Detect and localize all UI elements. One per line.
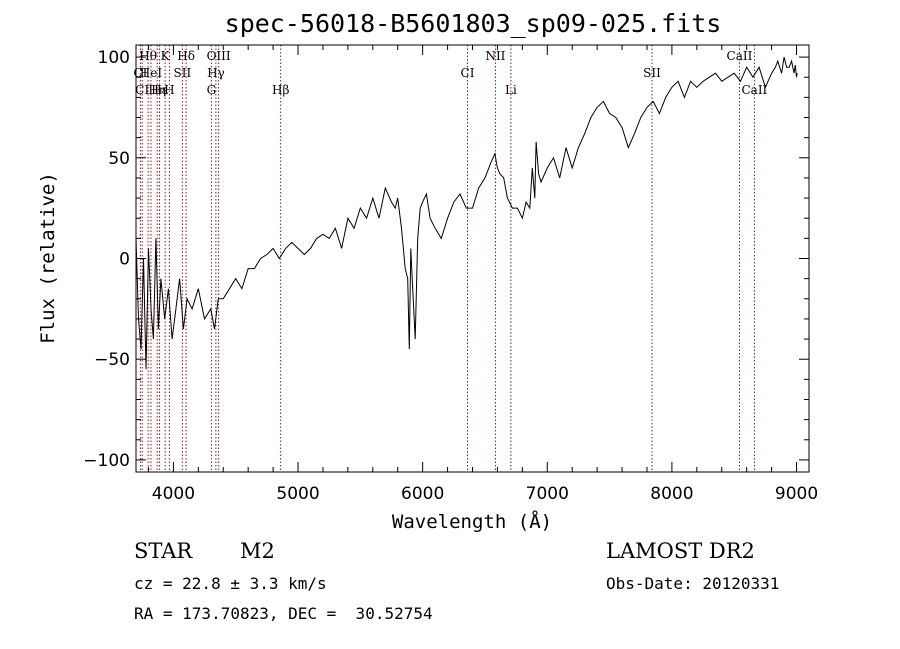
y-tick-label: 100 — [98, 48, 130, 68]
observation-date: Obs-Date: 20120331 — [606, 574, 779, 593]
line-marker-label: K — [161, 49, 171, 63]
x-tick-label: 9000 — [775, 484, 818, 504]
x-tick-label: 5000 — [276, 484, 319, 504]
plot-frame — [135, 44, 810, 473]
x-tick-label: 6000 — [401, 484, 444, 504]
line-marker-label: Li — [505, 83, 517, 97]
line-marker-label: SII — [643, 66, 661, 80]
y-tick-label: −50 — [94, 350, 130, 370]
line-marker-label: OIII — [207, 49, 231, 63]
chart-title: spec-56018-B5601803_sp09-025.fits — [225, 9, 722, 38]
line-marker-label: CI — [133, 66, 147, 80]
line-markers — [139, 45, 755, 472]
x-tick-label: 8000 — [650, 484, 693, 504]
object-subclass: M2 — [240, 539, 275, 563]
redshift-velocity: cz = 22.8 ± 3.3 km/s — [134, 574, 327, 593]
coordinates: RA = 173.70823, DEC = 30.52754 — [134, 604, 433, 623]
line-marker-label: Hη — [148, 83, 166, 97]
y-tick-label: −100 — [83, 451, 130, 471]
line-marker-label: Hε — [151, 83, 168, 97]
y-tick-label: 0 — [119, 250, 130, 270]
line-marker-label: CI — [135, 83, 149, 97]
y-axis-ticks: −100 −50 0 50 100 — [83, 48, 809, 471]
line-marker-label: Hδ — [177, 49, 195, 63]
line-marker-label: G — [207, 83, 217, 97]
survey-name: LAMOST DR2 — [606, 539, 755, 563]
line-marker-label: Hβ — [272, 83, 289, 97]
y-tick-label: 50 — [108, 149, 130, 169]
line-marker-label: Hθ — [139, 49, 157, 63]
line-marker-label: CI — [461, 66, 475, 80]
line-marker-label: H — [164, 83, 174, 97]
y-axis-label: Flux (relative) — [37, 172, 59, 344]
x-tick-label: 4000 — [152, 484, 195, 504]
object-class: STAR — [134, 539, 193, 563]
line-marker-label: SII — [174, 66, 192, 80]
line-marker-label: Hγ — [207, 66, 225, 80]
x-axis-ticks: 4000 5000 6000 7000 8000 9000 — [147, 45, 818, 504]
x-axis-label: Wavelength (Å) — [392, 510, 552, 533]
line-marker-label: CaII — [727, 49, 753, 63]
spectrum-line — [135, 56, 798, 370]
line-marker-label: HeI — [140, 66, 163, 80]
line-marker-label: CaII — [741, 83, 767, 97]
line-marker-label: NII — [485, 49, 505, 63]
x-tick-label: 7000 — [526, 484, 569, 504]
